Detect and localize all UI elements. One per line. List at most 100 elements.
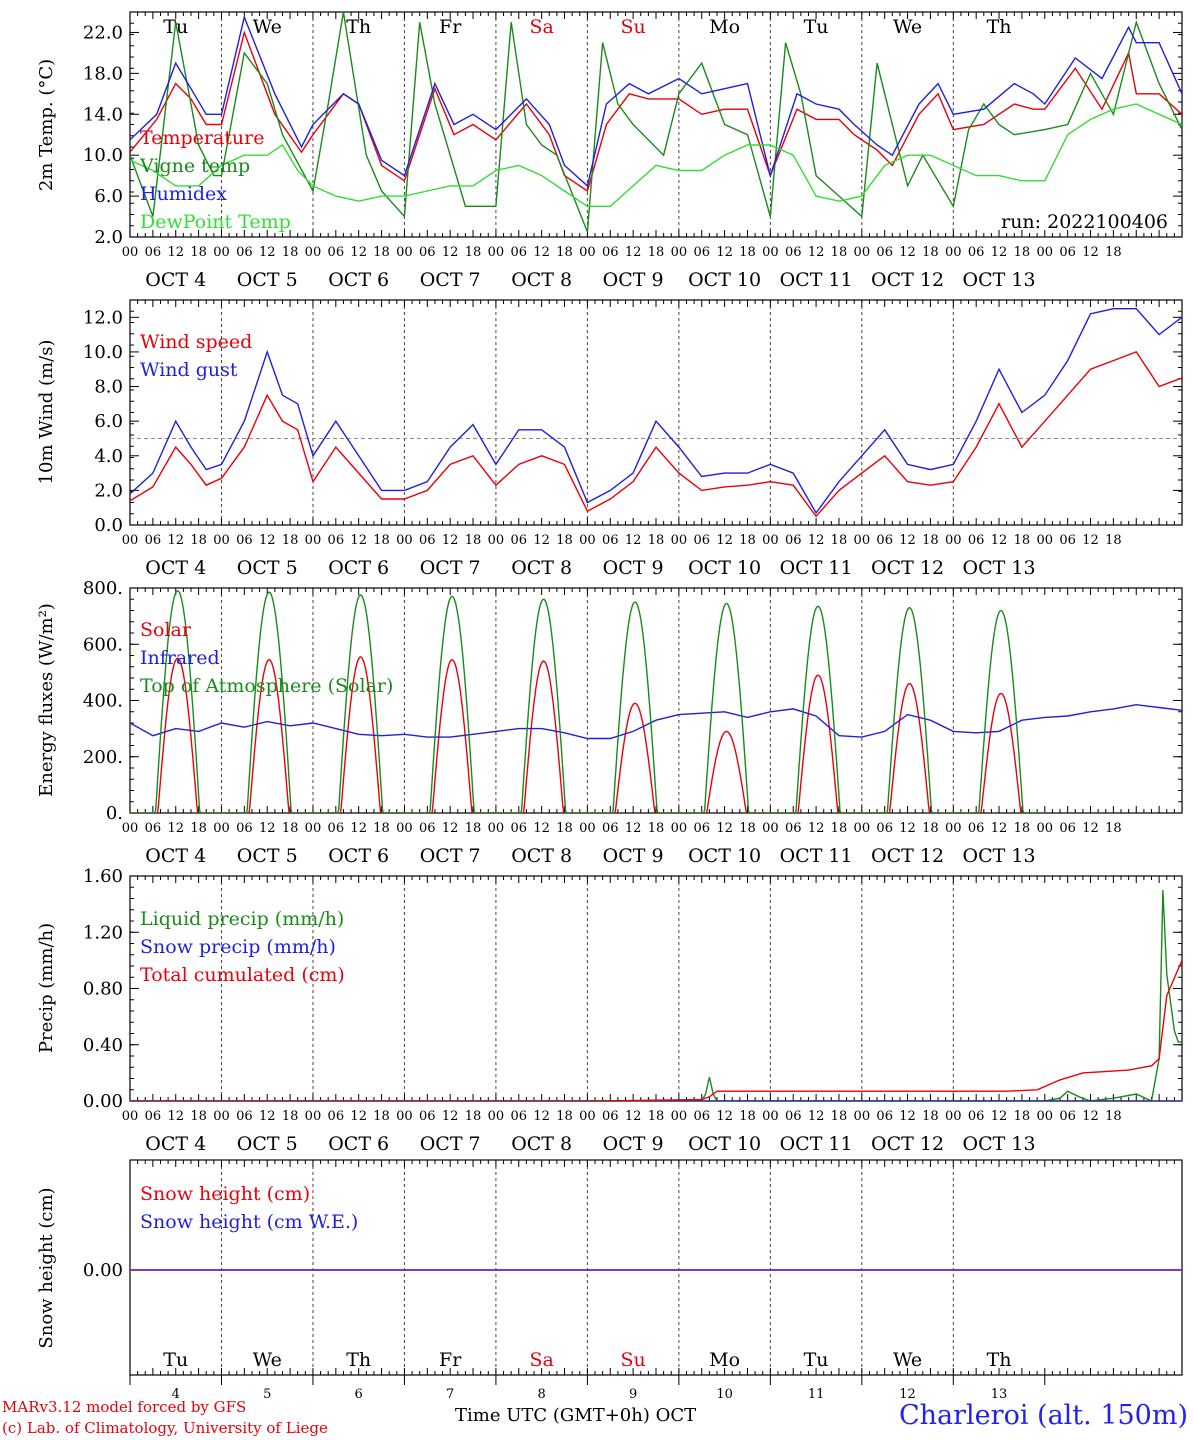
hour-tick-label: 06 [785, 533, 802, 548]
hour-tick-label: 12 [991, 821, 1008, 836]
series-line-top-of-atmosphere-solar- [130, 590, 1045, 813]
day-label: OCT 9 [603, 557, 664, 579]
day-label: OCT 12 [871, 1133, 944, 1155]
x-axis-month: OCT [655, 1405, 697, 1426]
hour-tick-label: 12 [808, 1109, 825, 1124]
hour-tick-label: 06 [145, 245, 162, 260]
y-axis-title: Energy fluxes (W/m²) [36, 603, 57, 797]
meteogram-chart: 2.0 6.0 10.0 14.0 18.0 22.0 2m Temp. (°C) Tempe… [36, 11, 1183, 1400]
hour-tick-label: 06 [236, 533, 253, 548]
model-credit: MARv3.12 model forced by GFS [2, 1398, 247, 1416]
y-tick-label: 1.60 [83, 866, 123, 887]
hour-tick-label: 06 [693, 533, 710, 548]
hour-tick-label: 18 [190, 1109, 207, 1124]
hour-tick-label: 18 [1014, 1109, 1031, 1124]
hour-tick-label: 06 [785, 1109, 802, 1124]
hour-tick-label: 12 [533, 245, 550, 260]
weekday-label-top: Fr [439, 16, 462, 38]
legend-entry: Solar [140, 619, 192, 641]
hour-tick-label: 06 [328, 533, 345, 548]
hour-tick-label: 12 [899, 245, 916, 260]
hour-tick-label: 06 [968, 1109, 985, 1124]
hour-tick-label: 18 [1105, 245, 1122, 260]
day-label: OCT 9 [603, 269, 664, 291]
hour-tick-label: 00 [396, 1109, 413, 1124]
weekday-label-top: Th [346, 16, 371, 38]
hour-tick-label: 18 [465, 1109, 482, 1124]
hour-tick-label: 12 [625, 245, 642, 260]
hour-tick-label: 18 [739, 821, 756, 836]
legend-entry: Snow height (cm W.E.) [140, 1211, 358, 1233]
hour-tick-label: 12 [442, 533, 459, 548]
legend-entry: DewPoint Temp [140, 211, 291, 233]
hour-tick-label: 18 [739, 1109, 756, 1124]
hour-tick-label: 18 [190, 245, 207, 260]
weekday-label-top: Th [987, 16, 1012, 38]
hour-tick-label: 12 [259, 245, 276, 260]
weekday-label-bottom: Tu [163, 1349, 188, 1371]
hour-tick-label: 06 [236, 821, 253, 836]
day-number-label: 10 [716, 1387, 733, 1400]
hour-tick-label: 00 [1037, 821, 1054, 836]
hour-tick-label: 18 [922, 533, 939, 548]
hour-tick-label: 12 [1082, 245, 1099, 260]
y-tick-label: 0.0 [94, 515, 123, 536]
hour-tick-label: 00 [1037, 245, 1054, 260]
weekday-label-top: Tu [163, 16, 188, 38]
legend-entry: Infrared [140, 647, 220, 669]
hour-tick-label: 18 [465, 245, 482, 260]
hour-tick-label: 18 [282, 1109, 299, 1124]
hour-tick-label: 06 [236, 1109, 253, 1124]
series-line-total-cumulated-cm- [130, 960, 1182, 1101]
hour-tick-label: 12 [442, 821, 459, 836]
hour-tick-label: 00 [671, 533, 688, 548]
hour-tick-label: 12 [259, 821, 276, 836]
hour-tick-label: 12 [167, 821, 184, 836]
hour-tick-label: 00 [122, 533, 139, 548]
weekday-label-top: Su [620, 16, 645, 38]
panel-1: 2.0 6.0 10.0 14.0 18.0 22.0 2m Temp. (°C) Tempe… [36, 11, 1183, 291]
weekday-label-top: We [253, 16, 282, 38]
hour-tick-label: 18 [1014, 821, 1031, 836]
series-line-wind-speed [130, 351, 1182, 518]
hour-tick-label: 00 [305, 1109, 322, 1124]
hour-tick-label: 12 [899, 533, 916, 548]
hour-tick-label: 12 [991, 533, 1008, 548]
hour-tick-label: 06 [511, 821, 528, 836]
hour-tick-label: 12 [533, 1109, 550, 1124]
day-label: OCT 8 [511, 845, 572, 867]
hour-tick-label: 18 [922, 821, 939, 836]
hour-tick-label: 18 [1105, 821, 1122, 836]
hour-tick-label: 06 [1059, 533, 1076, 548]
hour-tick-label: 18 [373, 821, 390, 836]
hour-tick-label: 12 [899, 1109, 916, 1124]
hour-tick-label: 00 [305, 245, 322, 260]
y-tick-label: 400. [83, 691, 123, 712]
weekday-label-top: We [893, 16, 922, 38]
hour-tick-label: 06 [876, 821, 893, 836]
hour-tick-label: 00 [854, 1109, 871, 1124]
hour-tick-label: 00 [1037, 533, 1054, 548]
hour-tick-label: 00 [945, 245, 962, 260]
hour-tick-label: 06 [876, 533, 893, 548]
hour-tick-label: 06 [693, 1109, 710, 1124]
hour-tick-label: 18 [648, 821, 665, 836]
y-tick-label: 10.0 [83, 145, 123, 166]
hour-tick-label: 12 [716, 245, 733, 260]
panel-3: 0. 200. 400. 600. 800. Energy fluxes (W/m²) So… [36, 578, 1183, 867]
hour-tick-label: 00 [671, 245, 688, 260]
hour-tick-label: 00 [945, 1109, 962, 1124]
hour-tick-label: 12 [533, 533, 550, 548]
legend-entry: Liquid precip (mm/h) [140, 908, 344, 930]
hour-tick-label: 06 [785, 245, 802, 260]
hour-tick-label: 18 [465, 533, 482, 548]
hour-tick-label: 00 [579, 533, 596, 548]
hour-tick-label: 00 [305, 533, 322, 548]
hour-tick-label: 18 [282, 533, 299, 548]
series-group [130, 590, 1182, 813]
day-label: OCT 12 [871, 557, 944, 579]
hour-tick-label: 12 [716, 1109, 733, 1124]
hour-tick-label: 00 [762, 821, 779, 836]
hour-tick-label: 00 [945, 533, 962, 548]
day-label: OCT 7 [420, 557, 481, 579]
